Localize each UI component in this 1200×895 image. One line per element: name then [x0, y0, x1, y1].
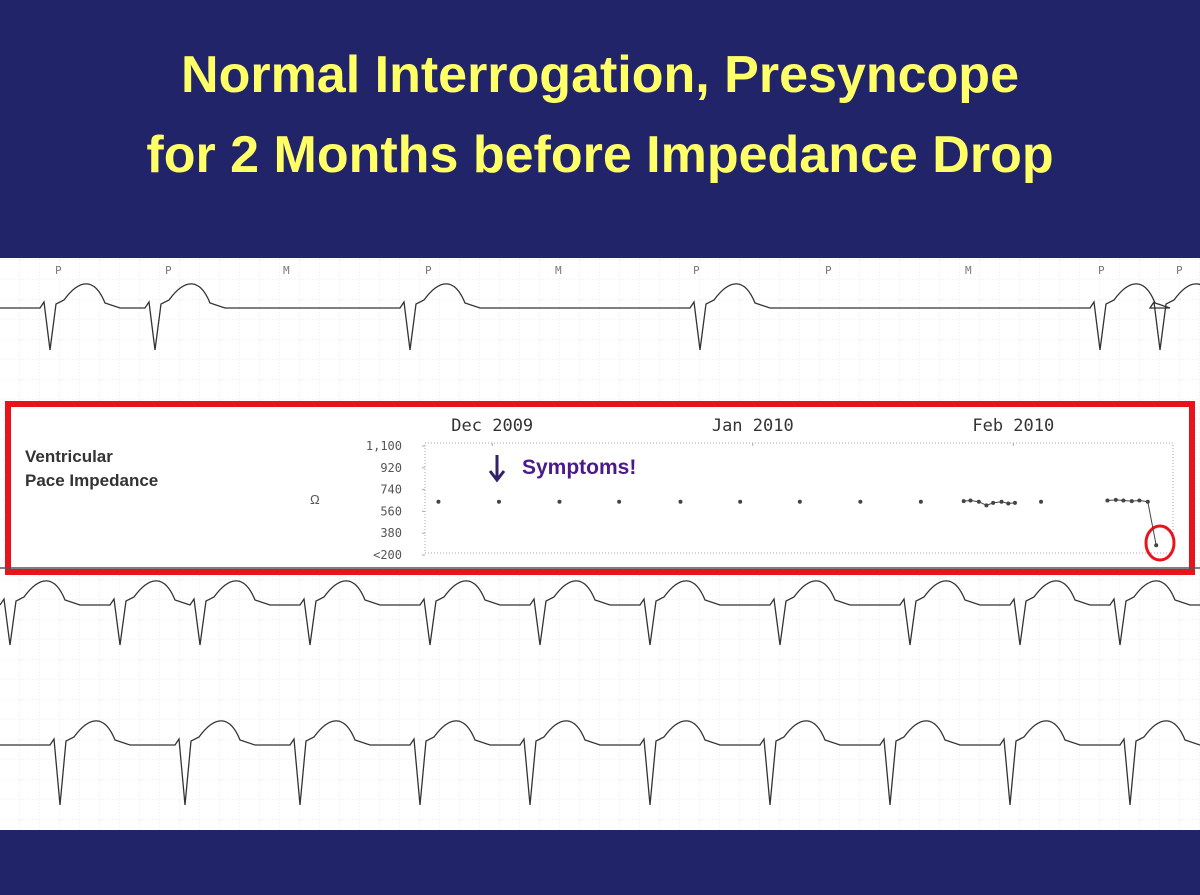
impedance-point [1006, 501, 1011, 506]
ecg-marker: P [693, 264, 700, 277]
ecg-marker: P [55, 264, 62, 277]
ecg-marker: M [965, 264, 972, 277]
impedance-point [976, 499, 981, 504]
impedance-point [1137, 498, 1142, 503]
impedance-point [1129, 499, 1134, 504]
impedance-point [496, 499, 501, 504]
impedance-point [1039, 499, 1044, 504]
ecg-marker: P [1098, 264, 1105, 277]
ecg-marker: P [425, 264, 432, 277]
impedance-point [858, 499, 863, 504]
impedance-point [918, 499, 923, 504]
ecg-marker: P [825, 264, 832, 277]
annotation: Symptoms! [522, 456, 636, 479]
chart-label: Pace Impedance [25, 471, 158, 490]
y-tick-label: 740 [380, 483, 402, 497]
chart-label: Ventricular [25, 447, 113, 466]
impedance-point [961, 499, 966, 504]
x-tick-label: Dec 2009 [451, 416, 533, 436]
ecg-marker: M [555, 264, 562, 277]
impedance-point [678, 499, 683, 504]
y-tick-label: <200 [373, 548, 402, 562]
impedance-point [436, 499, 441, 504]
ecg-trace [0, 720, 1200, 806]
ecg-trace [0, 580, 1200, 646]
header-band [0, 0, 1200, 258]
ecg-marker: M [283, 264, 290, 277]
ecg-trace [0, 283, 1200, 351]
impedance-point [968, 498, 973, 503]
y-tick-label: 920 [380, 461, 402, 475]
annotation-arrow [488, 455, 506, 483]
y-tick-label: 380 [380, 526, 402, 540]
title-line: Normal Interrogation, Presyncope [181, 46, 1019, 104]
impedance-point [738, 499, 743, 504]
impedance-point [1121, 498, 1126, 503]
y-unit: Ω [310, 492, 320, 507]
y-tick-label: 1,100 [366, 439, 402, 453]
impedance-point [999, 499, 1004, 504]
impedance-point [1012, 500, 1017, 505]
impedance-point [1113, 497, 1118, 502]
y-tick-label: 560 [380, 504, 402, 518]
title-line: for 2 Months before Impedance Drop [146, 126, 1053, 184]
impedance-point [1105, 498, 1110, 503]
x-tick-label: Feb 2010 [972, 416, 1054, 436]
chart-panel [8, 404, 1192, 572]
impedance-point [1154, 543, 1159, 548]
impedance-point [991, 500, 996, 505]
impedance-point [984, 503, 989, 508]
x-tick-label: Jan 2010 [712, 416, 794, 436]
highlight-frame [5, 401, 1195, 575]
ecg-traces [0, 283, 1200, 806]
highlight-circle [1144, 524, 1176, 562]
impedance-point [1145, 499, 1150, 504]
footer-band [0, 830, 1200, 895]
impedance-point [797, 499, 802, 504]
ecg-marker: P [1176, 264, 1183, 277]
impedance-point [617, 499, 622, 504]
ecg-marker: P [165, 264, 172, 277]
impedance-point [557, 499, 562, 504]
